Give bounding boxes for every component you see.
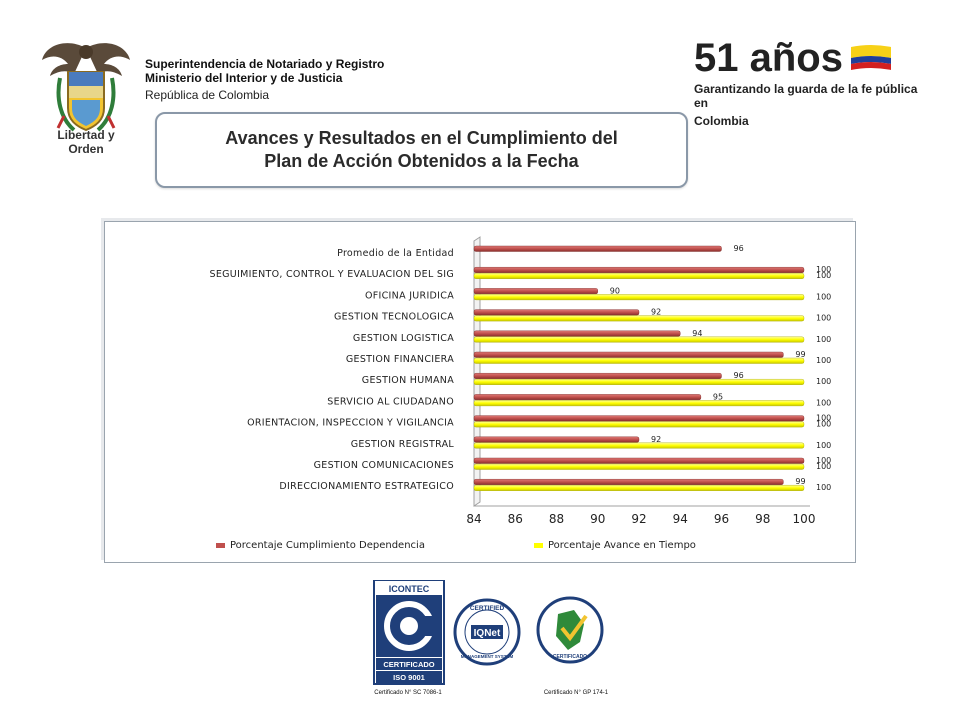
icontec-logo: ICONTEC CERTIFICADO ISO 9001 Certificado… — [373, 580, 445, 696]
icontec-iso: ISO 9001 — [393, 673, 425, 682]
bar-cumplimiento — [473, 351, 784, 358]
bar-chart: Promedio de la Entidad 96 SEGUIMIENTO, CON… — [210, 236, 831, 551]
category-label: GESTION COMUNICACIONES — [314, 460, 454, 471]
data-label: 92 — [651, 435, 661, 444]
colombia-flag-icon — [851, 45, 892, 70]
x-tick-label: 96 — [714, 512, 729, 526]
anniversary-country: Colombia — [694, 114, 749, 128]
anniversary-tagline: Garantizando la guarda de la fe pública … — [694, 82, 918, 110]
data-label: 100 — [816, 462, 831, 471]
bar-cumplimiento — [473, 288, 598, 295]
bar-avance — [473, 357, 805, 364]
data-label: 100 — [816, 483, 831, 492]
data-label: 100 — [816, 314, 831, 323]
data-label: 99 — [795, 477, 805, 486]
data-label: 95 — [713, 392, 723, 401]
data-label: 96 — [734, 371, 744, 380]
iqnet-management: MANAGEMENT SYSTEM — [461, 654, 514, 659]
bar-cumplimiento — [473, 372, 722, 379]
legend-label: Porcentaje Cumplimiento Dependencia — [230, 540, 425, 551]
category-label: GESTION HUMANA — [362, 375, 454, 386]
bar-avance — [473, 442, 805, 449]
data-label: 100 — [816, 420, 831, 429]
category-label: SERVICIO AL CIUDADANO — [327, 396, 454, 407]
gp-certificate-logo: CERTIFICADO Certificado N° GP 174-1 — [536, 596, 609, 696]
legend-swatch — [216, 543, 225, 548]
data-label: 100 — [816, 377, 831, 386]
data-label: 100 — [816, 414, 831, 423]
bar-cumplimiento — [473, 245, 722, 252]
bar-avance — [473, 421, 805, 428]
bar-cumplimiento — [473, 479, 784, 485]
iqnet-logo: CERTIFIED IQNet MANAGEMENT SYSTEM — [453, 598, 521, 666]
category-label: GESTION FINANCIERA — [346, 354, 454, 365]
bar-cumplimiento — [473, 394, 702, 401]
x-tick-label: 90 — [590, 512, 605, 526]
data-label: 100 — [816, 441, 831, 450]
x-tick-label: 84 — [466, 512, 481, 526]
bar-avance — [473, 294, 805, 301]
header-text: Superintendencia de Notariado y Registro… — [145, 57, 384, 103]
bar-avance — [473, 485, 805, 491]
data-label: 90 — [610, 286, 620, 295]
country-name: República de Colombia — [145, 88, 270, 102]
bar-cumplimiento — [473, 309, 640, 316]
bar-avance — [473, 463, 805, 470]
category-label: DIRECCIONAMIENTO ESTRATEGICO — [279, 481, 454, 492]
data-label: 100 — [816, 335, 831, 344]
ministry-name: Ministerio del Interior y de Justicia — [145, 71, 343, 85]
gp-cert-number: Certificado N° GP 174-1 — [544, 690, 609, 696]
bar-avance — [473, 378, 805, 385]
data-label: 100 — [816, 456, 831, 465]
iqnet-certified: CERTIFIED — [470, 605, 505, 612]
bar-cumplimiento — [473, 415, 805, 422]
data-label: 100 — [816, 265, 831, 274]
category-label: GESTION REGISTRAL — [351, 439, 455, 450]
bar-cumplimiento — [473, 330, 681, 337]
title-box: Avances y Resultados en el Cumplimiento … — [155, 112, 688, 188]
data-label: 96 — [734, 244, 744, 253]
icontec-label: ICONTEC — [389, 584, 430, 594]
category-label: OFICINA JURIDICA — [365, 290, 454, 301]
data-label: 100 — [816, 271, 831, 280]
data-label: 99 — [795, 350, 805, 359]
bar-cumplimiento — [473, 457, 805, 464]
crest-caption: Libertad y Orden — [57, 128, 115, 156]
data-label: 92 — [651, 308, 661, 317]
data-label: 100 — [816, 292, 831, 301]
data-label: 100 — [816, 398, 831, 407]
certification-logos: ICONTEC CERTIFICADO ISO 9001 Certificado… — [373, 580, 609, 696]
category-label: GESTION LOGISTICA — [353, 333, 454, 344]
bar-avance — [473, 273, 805, 279]
bar-avance — [473, 315, 805, 322]
legend-label: Porcentaje Avance en Tiempo — [548, 540, 696, 551]
anniversary-logo: 51 años Garantizando la guarda de la fe … — [694, 38, 924, 128]
x-tick-label: 94 — [673, 512, 688, 526]
data-label: 94 — [692, 329, 702, 338]
category-label: ORIENTACION, INSPECCION Y VIGILANCIA — [247, 418, 454, 429]
gp-label: CERTIFICADO — [553, 654, 587, 660]
x-tick-label: 92 — [631, 512, 646, 526]
x-tick-label: 100 — [793, 512, 816, 526]
data-label: 100 — [816, 356, 831, 365]
title-line-2: Plan de Acción Obtenidos a la Fecha — [264, 151, 579, 171]
bar-avance — [473, 400, 805, 407]
bar-avance — [473, 336, 805, 343]
colombia-coat-of-arms-icon — [42, 43, 130, 132]
icontec-certificado: CERTIFICADO — [383, 660, 434, 669]
x-tick-label: 88 — [549, 512, 564, 526]
category-label: Promedio de la Entidad — [337, 248, 454, 259]
icontec-cert-number: Certificado N° SC 7086-1 — [374, 690, 442, 696]
bar-cumplimiento — [473, 267, 805, 273]
x-tick-label: 98 — [755, 512, 770, 526]
anniversary-years: 51 años — [694, 36, 843, 80]
category-label: SEGUIMIENTO, CONTROL Y EVALUACION DEL SI… — [210, 269, 454, 280]
x-tick-label: 86 — [508, 512, 523, 526]
title-line-1: Avances y Resultados en el Cumplimiento … — [225, 128, 618, 148]
org-name: Superintendencia de Notariado y Registro — [145, 57, 385, 71]
category-label: GESTION TECNOLOGICA — [334, 312, 454, 323]
iqnet-name: IQNet — [474, 628, 501, 639]
bar-cumplimiento — [473, 436, 640, 443]
legend-swatch — [534, 543, 543, 548]
